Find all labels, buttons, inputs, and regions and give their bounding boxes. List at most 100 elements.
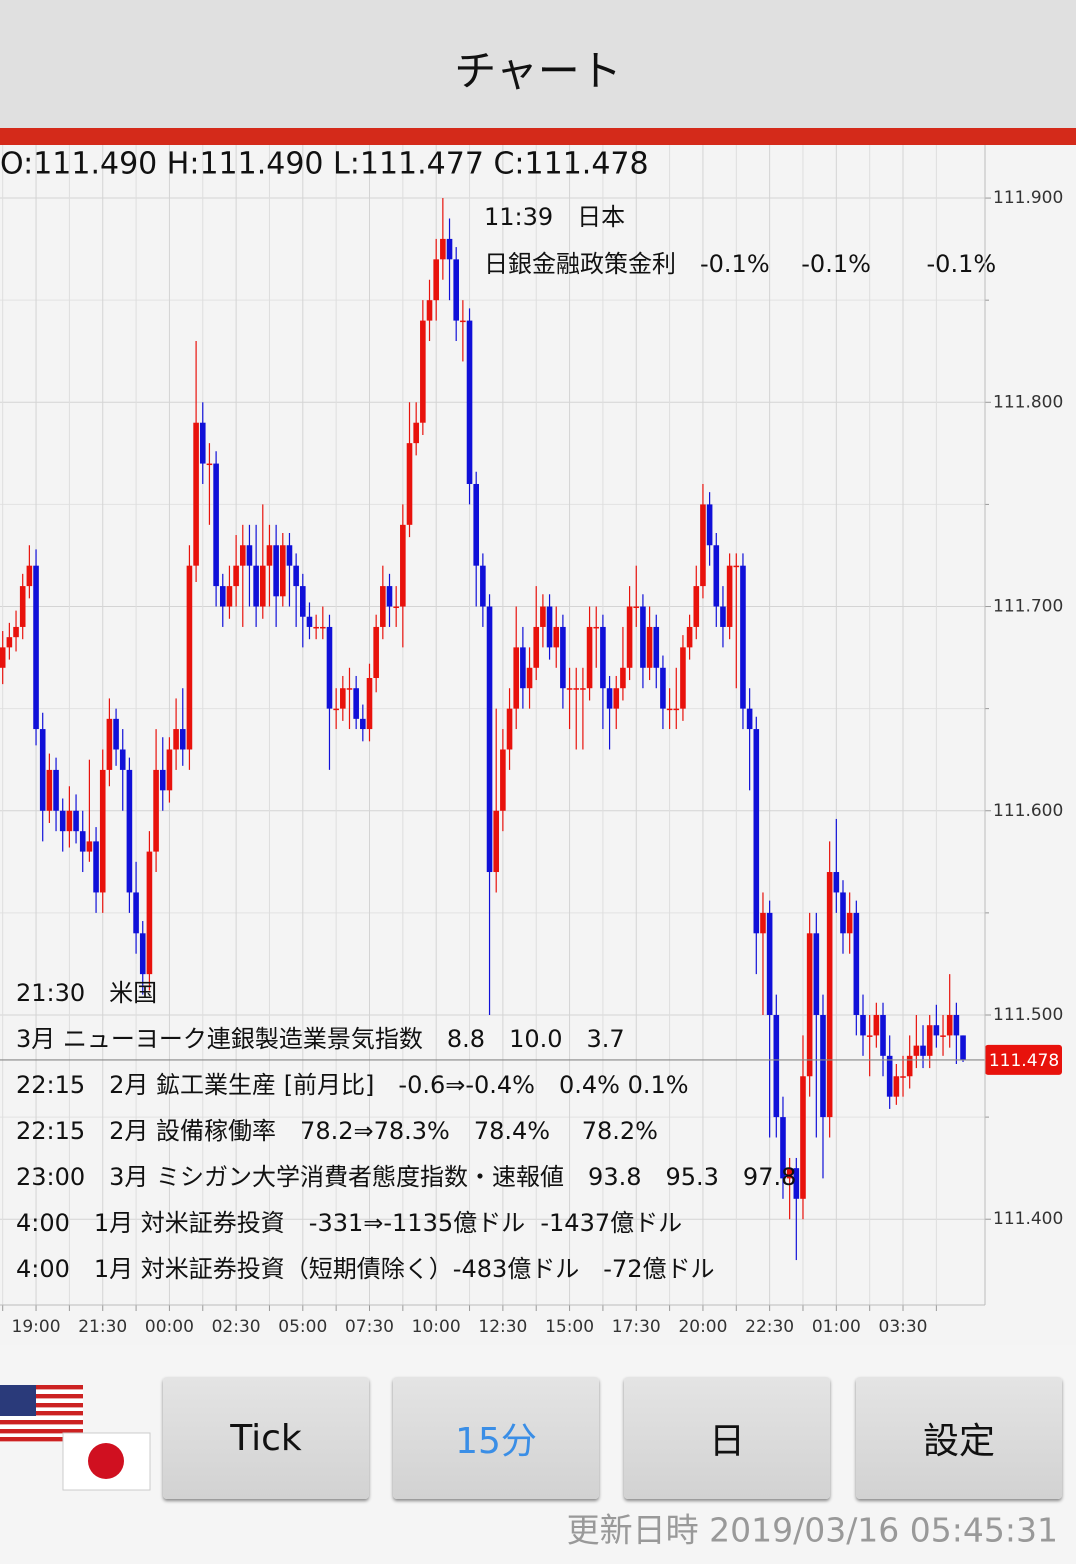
candle-body xyxy=(73,810,79,832)
y-tick-label: 111.600 xyxy=(993,801,1063,821)
candle-body xyxy=(79,831,86,852)
candle-body xyxy=(393,606,399,609)
candle-body xyxy=(360,718,366,730)
candle-body xyxy=(500,749,506,811)
candle-body xyxy=(626,606,633,668)
x-tick-label: 05:00 xyxy=(278,1317,327,1337)
candle-body xyxy=(553,626,560,648)
candle-body xyxy=(846,912,853,934)
candle-body xyxy=(693,586,700,627)
event-annotation: 21:30 米国 xyxy=(16,979,157,1007)
period-button[interactable]: 15分 xyxy=(393,1377,599,1499)
event-annotation: 11:39 日本 xyxy=(484,203,625,231)
candle-body xyxy=(633,606,640,609)
candle-body xyxy=(259,565,266,607)
candle-body xyxy=(786,1168,793,1179)
candle-body xyxy=(580,688,586,690)
candle-body xyxy=(606,688,613,709)
candle-body xyxy=(19,586,26,627)
candle-body xyxy=(860,1014,866,1036)
candle-body xyxy=(660,667,666,709)
candle-body xyxy=(526,667,533,689)
period-button[interactable]: 設定 xyxy=(856,1377,1062,1499)
x-tick-label: 00:00 xyxy=(145,1317,194,1337)
y-tick-label: 111.800 xyxy=(993,392,1063,412)
candle-body xyxy=(480,565,486,607)
x-tick-label: 12:30 xyxy=(478,1317,527,1337)
candle-body xyxy=(159,769,166,791)
candle-body xyxy=(926,1025,933,1056)
candle-body xyxy=(546,606,553,648)
candle-body xyxy=(913,1045,920,1056)
candle-body xyxy=(326,626,333,709)
candle-body xyxy=(239,545,246,566)
candle-body xyxy=(833,872,840,893)
candle-body xyxy=(413,422,419,444)
candle-body xyxy=(586,626,593,689)
candle-body xyxy=(126,769,133,893)
period-button[interactable]: 日 xyxy=(624,1377,830,1499)
event-annotation: 3月 ニューヨーク連銀製造業景気指数 8.8 10.0 3.7 xyxy=(16,1025,625,1053)
candle-body xyxy=(773,1014,780,1118)
x-tick-label: 17:30 xyxy=(612,1317,661,1337)
candle-body xyxy=(6,637,13,648)
x-tick-label: 15:00 xyxy=(545,1317,594,1337)
candle-body xyxy=(646,626,653,668)
updated-time: 更新日時 2019/03/16 05:45:31 xyxy=(567,1511,1058,1550)
candle-body xyxy=(306,616,313,627)
candle-body xyxy=(653,626,660,668)
candle-body xyxy=(333,708,339,711)
candle-body xyxy=(513,647,520,709)
candle-body xyxy=(573,688,580,690)
x-tick-label: 19:00 xyxy=(12,1317,61,1337)
candle-body xyxy=(233,565,239,587)
candle-body xyxy=(840,892,846,934)
candle-body xyxy=(506,708,513,750)
candle-body xyxy=(813,933,820,1015)
candle-body xyxy=(960,1035,966,1060)
header-bar xyxy=(0,0,1076,128)
candle-body xyxy=(293,565,299,587)
candle-body xyxy=(253,565,259,607)
candle-body xyxy=(600,626,606,689)
event-annotation: 日銀金融政策金利 -0.1% -0.1% -0.1% xyxy=(484,250,996,278)
event-annotation: 22:15 2月 鉱工業生産 [前月比] -0.6⇒-0.4% 0.4% 0.1… xyxy=(16,1071,689,1099)
candle-body xyxy=(340,688,346,709)
candle-body xyxy=(59,810,66,832)
us-flag xyxy=(0,1385,83,1442)
candle-body xyxy=(620,667,626,689)
candle-body xyxy=(920,1045,926,1056)
candle-body xyxy=(826,872,833,1118)
candle-body xyxy=(613,688,620,709)
candle-body xyxy=(153,769,159,852)
candle-body xyxy=(320,626,326,629)
candle-body xyxy=(106,718,113,770)
candle-body xyxy=(686,626,693,648)
x-tick-label: 03:30 xyxy=(879,1317,928,1337)
candle-body xyxy=(446,238,453,260)
candle-body xyxy=(146,851,153,975)
candle-body xyxy=(366,678,373,730)
header-title: チャート xyxy=(454,47,622,96)
candle-body xyxy=(53,769,59,811)
x-tick-label: 20:00 xyxy=(678,1317,727,1337)
candle-body xyxy=(866,1035,873,1037)
candle-body xyxy=(713,545,720,607)
candle-body xyxy=(593,626,600,629)
candle-body xyxy=(680,647,686,709)
x-tick-label: 21:30 xyxy=(78,1317,127,1337)
candle-body xyxy=(213,463,219,587)
candle-body xyxy=(880,1014,886,1056)
candle-body xyxy=(33,565,39,730)
candle-body xyxy=(26,565,33,587)
candle-body xyxy=(740,565,746,709)
candle-body xyxy=(406,443,413,525)
candle-body xyxy=(760,912,766,934)
event-annotation: 4:00 1月 対米証券投資（短期債除く）-483億ドル -72億ドル xyxy=(16,1255,714,1283)
period-button[interactable]: Tick xyxy=(163,1377,369,1499)
candle-body xyxy=(466,320,473,484)
candle-body xyxy=(640,606,646,668)
candle-body xyxy=(886,1055,893,1097)
candle-body xyxy=(66,810,73,832)
